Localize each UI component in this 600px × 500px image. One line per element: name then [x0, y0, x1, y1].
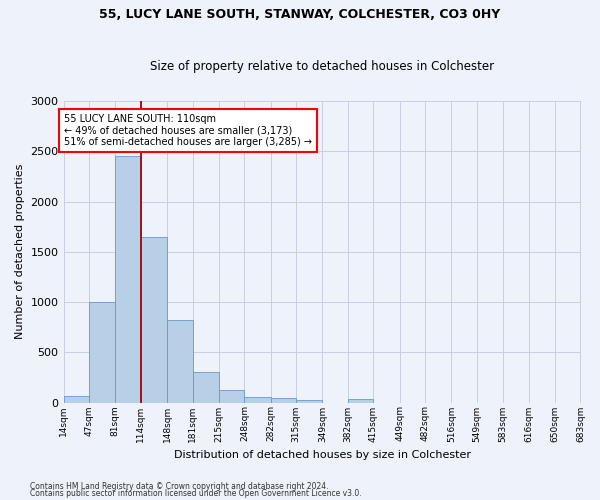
- Bar: [219, 390, 244, 402]
- Bar: [244, 398, 271, 402]
- Title: Size of property relative to detached houses in Colchester: Size of property relative to detached ho…: [150, 60, 494, 74]
- Bar: [64, 396, 89, 402]
- Text: 55, LUCY LANE SOUTH, STANWAY, COLCHESTER, CO3 0HY: 55, LUCY LANE SOUTH, STANWAY, COLCHESTER…: [100, 8, 500, 20]
- Bar: [271, 398, 296, 402]
- Bar: [167, 320, 193, 402]
- X-axis label: Distribution of detached houses by size in Colchester: Distribution of detached houses by size …: [173, 450, 470, 460]
- Text: Contains public sector information licensed under the Open Government Licence v3: Contains public sector information licen…: [30, 490, 362, 498]
- Bar: [141, 236, 167, 402]
- Text: Contains HM Land Registry data © Crown copyright and database right 2024.: Contains HM Land Registry data © Crown c…: [30, 482, 329, 491]
- Bar: [115, 156, 141, 402]
- Y-axis label: Number of detached properties: Number of detached properties: [15, 164, 25, 340]
- Bar: [193, 372, 219, 402]
- Bar: [348, 400, 373, 402]
- Bar: [296, 400, 322, 402]
- Text: 55 LUCY LANE SOUTH: 110sqm
← 49% of detached houses are smaller (3,173)
51% of s: 55 LUCY LANE SOUTH: 110sqm ← 49% of deta…: [64, 114, 313, 148]
- Bar: [89, 302, 115, 402]
